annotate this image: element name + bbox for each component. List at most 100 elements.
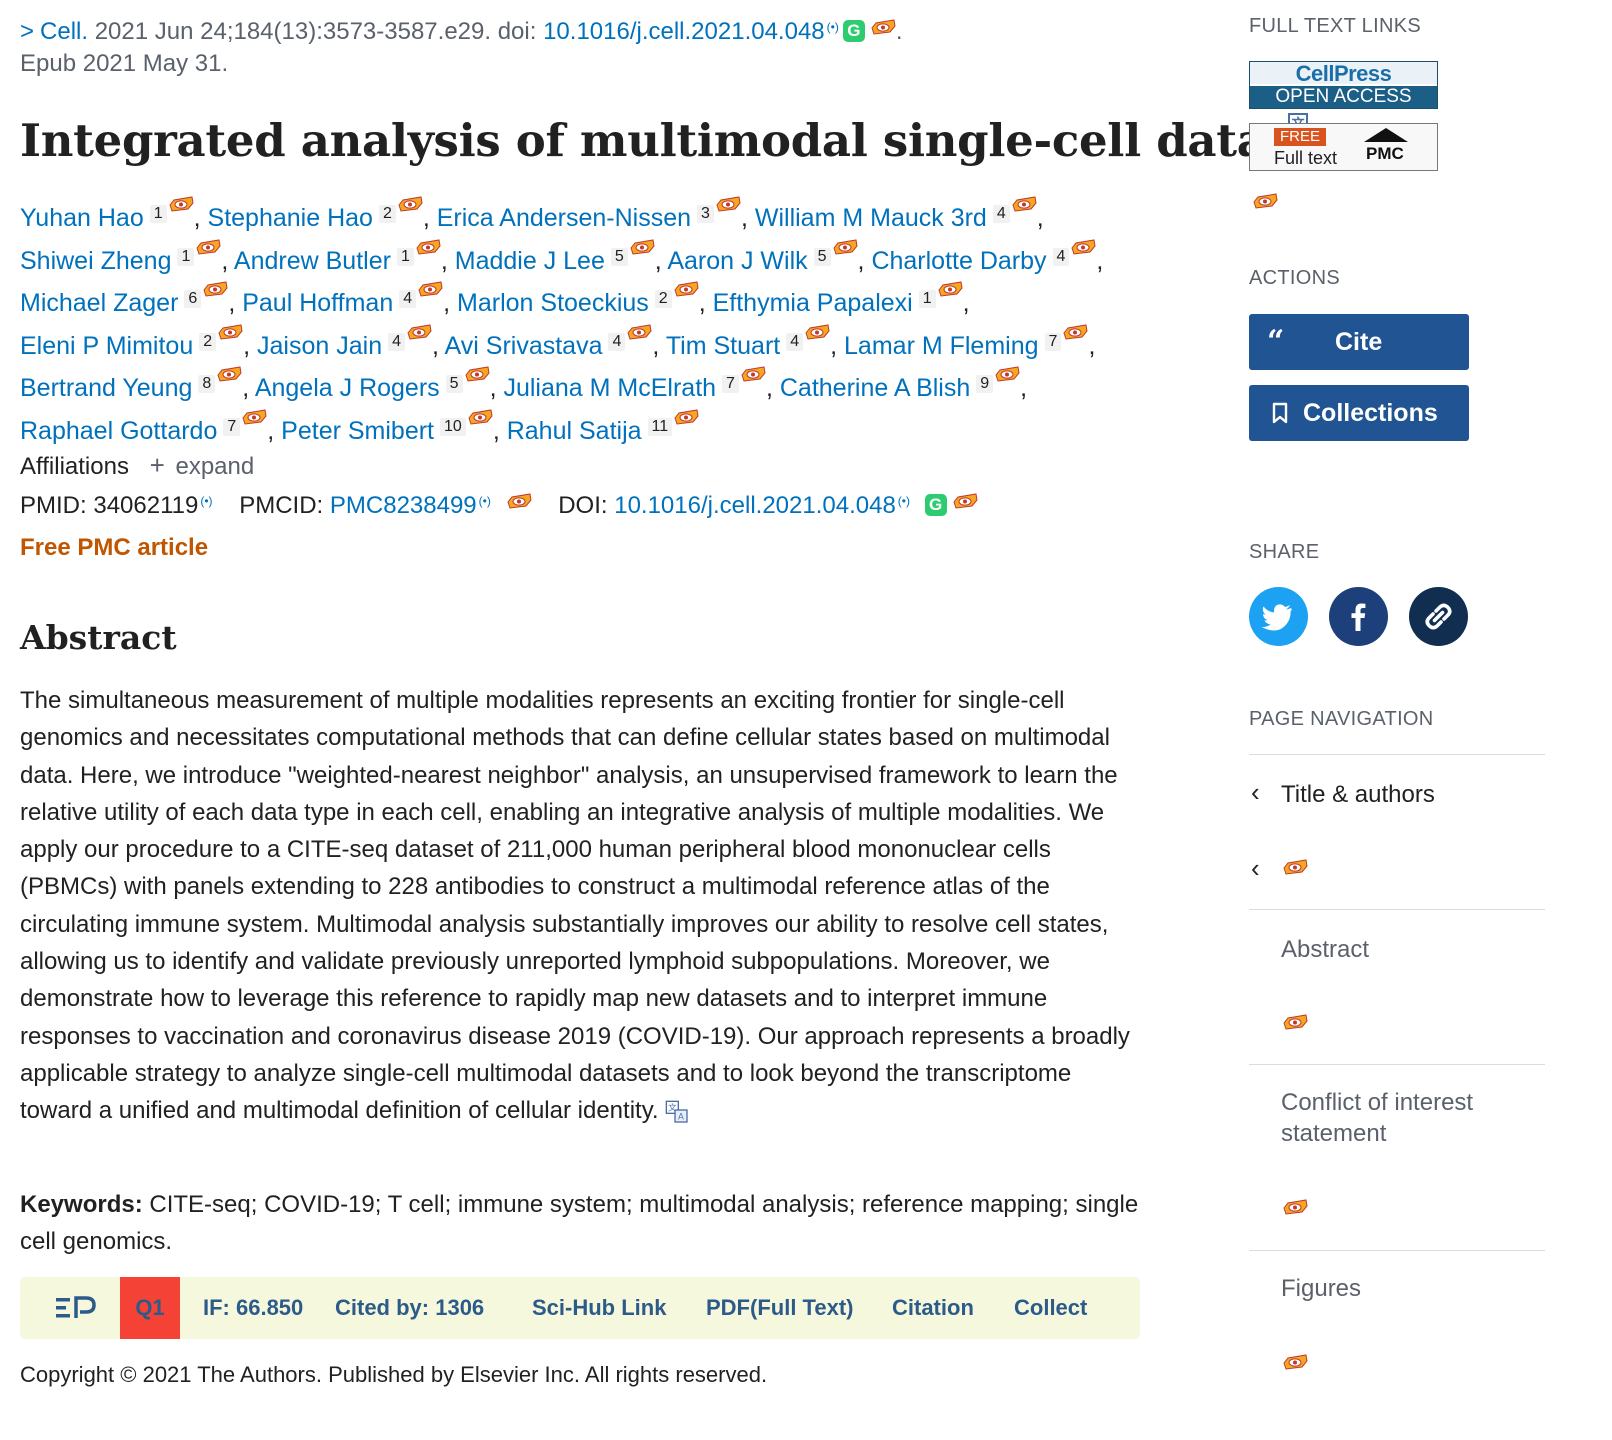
- eye-icon[interactable]: [464, 366, 490, 382]
- nav-item-title-authors[interactable]: ‹ Title & authors ‹: [1249, 754, 1545, 910]
- author-name-link[interactable]: Shiwei Zheng: [20, 246, 172, 275]
- affiliation-number[interactable]: 2: [199, 332, 217, 351]
- affiliation-number[interactable]: 4: [608, 332, 626, 351]
- eye-icon[interactable]: [216, 366, 242, 382]
- author-name-link[interactable]: Tim Stuart: [665, 331, 781, 360]
- doi-id-link[interactable]: 10.1016/j.cell.2021.04.048: [614, 492, 896, 519]
- author-name-link[interactable]: Andrew Butler: [233, 246, 391, 275]
- author-name-link[interactable]: Yuhan Hao: [20, 204, 144, 232]
- cite-button[interactable]: “ Cite: [1249, 314, 1469, 370]
- affiliation-number[interactable]: 8: [198, 375, 216, 393]
- affiliation-number[interactable]: 2: [654, 290, 672, 308]
- eye-icon[interactable]: [952, 493, 978, 509]
- eye-icon[interactable]: [870, 19, 896, 35]
- translate-icon[interactable]: 文 A: [665, 1100, 689, 1124]
- author-name-link[interactable]: Angela J Rogers: [254, 374, 440, 402]
- eye-icon[interactable]: [241, 409, 267, 425]
- chevron-right-icon[interactable]: >: [20, 18, 35, 45]
- permalink-share-button[interactable]: [1409, 587, 1468, 646]
- affiliation-number[interactable]: 4: [388, 332, 406, 351]
- eye-icon[interactable]: [202, 281, 228, 297]
- affiliation-number[interactable]: 4: [992, 205, 1010, 223]
- eye-icon[interactable]: [1062, 324, 1088, 340]
- author-name-link[interactable]: Raphael Gottardo: [20, 416, 218, 445]
- pdf-link[interactable]: PDF(Full Text): [706, 1295, 854, 1320]
- author-name-link[interactable]: Lamar M Fleming: [844, 331, 1039, 360]
- affiliation-number[interactable]: 4: [399, 290, 417, 308]
- pmcid-link[interactable]: PMC8238499: [329, 492, 477, 519]
- affiliation-number[interactable]: 10: [440, 417, 466, 436]
- eye-icon[interactable]: [1252, 193, 1278, 209]
- affiliation-number[interactable]: 1: [177, 247, 195, 266]
- author-name-link[interactable]: Michael Zager: [20, 289, 179, 317]
- citation-button[interactable]: Citation: [892, 1295, 974, 1320]
- collect-button[interactable]: Collect: [1014, 1295, 1088, 1320]
- expand-button[interactable]: expand: [175, 453, 255, 480]
- nav-item-figures[interactable]: Figures: [1249, 1250, 1545, 1411]
- eye-icon[interactable]: [1282, 859, 1308, 875]
- author-name-link[interactable]: Catherine A Blish: [779, 374, 971, 402]
- author-name-link[interactable]: Erica Andersen-Nissen: [436, 204, 692, 232]
- author-name-link[interactable]: Paul Hoffman: [242, 289, 394, 317]
- eye-icon[interactable]: [168, 196, 194, 212]
- easypubmed-logo-icon[interactable]: [56, 1294, 98, 1322]
- author-name-link[interactable]: Aaron J Wilk: [667, 246, 808, 275]
- affiliation-number[interactable]: 7: [223, 417, 241, 436]
- author-name-link[interactable]: Stephanie Hao: [207, 204, 373, 232]
- eye-icon[interactable]: [994, 366, 1020, 382]
- eye-icon[interactable]: [1282, 1199, 1308, 1215]
- nav-item-conflict-of-interest[interactable]: Conflict of interest statement: [1249, 1064, 1545, 1251]
- facebook-share-button[interactable]: [1329, 587, 1388, 646]
- eye-icon[interactable]: [740, 366, 766, 382]
- cellpress-link[interactable]: CellPress OPEN ACCESS: [1249, 61, 1438, 109]
- author-name-link[interactable]: Bertrand Yeung: [20, 374, 193, 402]
- author-name-link[interactable]: Peter Smibert: [281, 416, 435, 445]
- author-name-link[interactable]: Jaison Jain: [257, 331, 383, 360]
- scihub-link[interactable]: Sci-Hub Link: [532, 1295, 667, 1320]
- affiliation-number[interactable]: 1: [918, 290, 936, 308]
- affiliation-number[interactable]: 3: [697, 205, 714, 223]
- eye-icon[interactable]: [217, 324, 243, 340]
- eye-icon[interactable]: [804, 324, 830, 340]
- nav-item-abstract[interactable]: Abstract: [1249, 909, 1545, 1065]
- eye-icon[interactable]: [417, 281, 443, 297]
- author-name-link[interactable]: Eleni P Mimitou: [20, 331, 194, 360]
- affiliation-number[interactable]: 1: [396, 247, 414, 266]
- g-icon[interactable]: G: [924, 494, 947, 516]
- eye-icon[interactable]: [397, 196, 423, 212]
- affiliation-number[interactable]: 5: [813, 247, 831, 266]
- author-name-link[interactable]: Juliana M McElrath: [503, 374, 717, 402]
- author-name-link[interactable]: Marlon Stoeckius: [457, 289, 649, 317]
- affiliation-number[interactable]: 2: [378, 205, 396, 223]
- eye-icon[interactable]: [715, 196, 741, 212]
- eye-icon[interactable]: [506, 493, 532, 509]
- affiliation-number[interactable]: 6: [184, 290, 202, 308]
- affiliation-number[interactable]: 1: [149, 205, 167, 223]
- affiliation-number[interactable]: 7: [1044, 332, 1062, 351]
- eye-icon[interactable]: [626, 324, 652, 340]
- author-name-link[interactable]: Charlotte Darby: [871, 246, 1047, 275]
- eye-icon[interactable]: [195, 239, 221, 255]
- author-name-link[interactable]: Efthymia Papalexi: [712, 289, 913, 317]
- author-name-link[interactable]: Rahul Satija: [506, 416, 642, 445]
- eye-icon[interactable]: [1011, 196, 1037, 212]
- affiliation-number[interactable]: 9: [976, 375, 994, 393]
- eye-icon[interactable]: [1282, 1014, 1308, 1030]
- eye-icon[interactable]: [937, 281, 963, 297]
- eye-icon[interactable]: [1070, 239, 1096, 255]
- eye-icon[interactable]: [832, 239, 858, 255]
- affiliation-number[interactable]: 7: [722, 375, 739, 393]
- eye-icon[interactable]: [629, 239, 655, 255]
- eye-icon[interactable]: [673, 409, 699, 425]
- plus-icon[interactable]: +: [149, 450, 165, 480]
- g-icon[interactable]: G: [842, 20, 865, 42]
- eye-icon[interactable]: [406, 324, 432, 340]
- affiliation-number[interactable]: 5: [610, 247, 628, 266]
- author-name-link[interactable]: Maddie J Lee: [454, 246, 605, 275]
- journal-link[interactable]: Cell.: [40, 18, 89, 45]
- affiliations-row[interactable]: Affiliations + expand: [20, 450, 254, 481]
- affiliation-number[interactable]: 5: [445, 375, 463, 393]
- affiliation-number[interactable]: 4: [1052, 247, 1070, 266]
- eye-icon[interactable]: [1282, 1354, 1308, 1370]
- affiliation-number[interactable]: 11: [647, 417, 673, 436]
